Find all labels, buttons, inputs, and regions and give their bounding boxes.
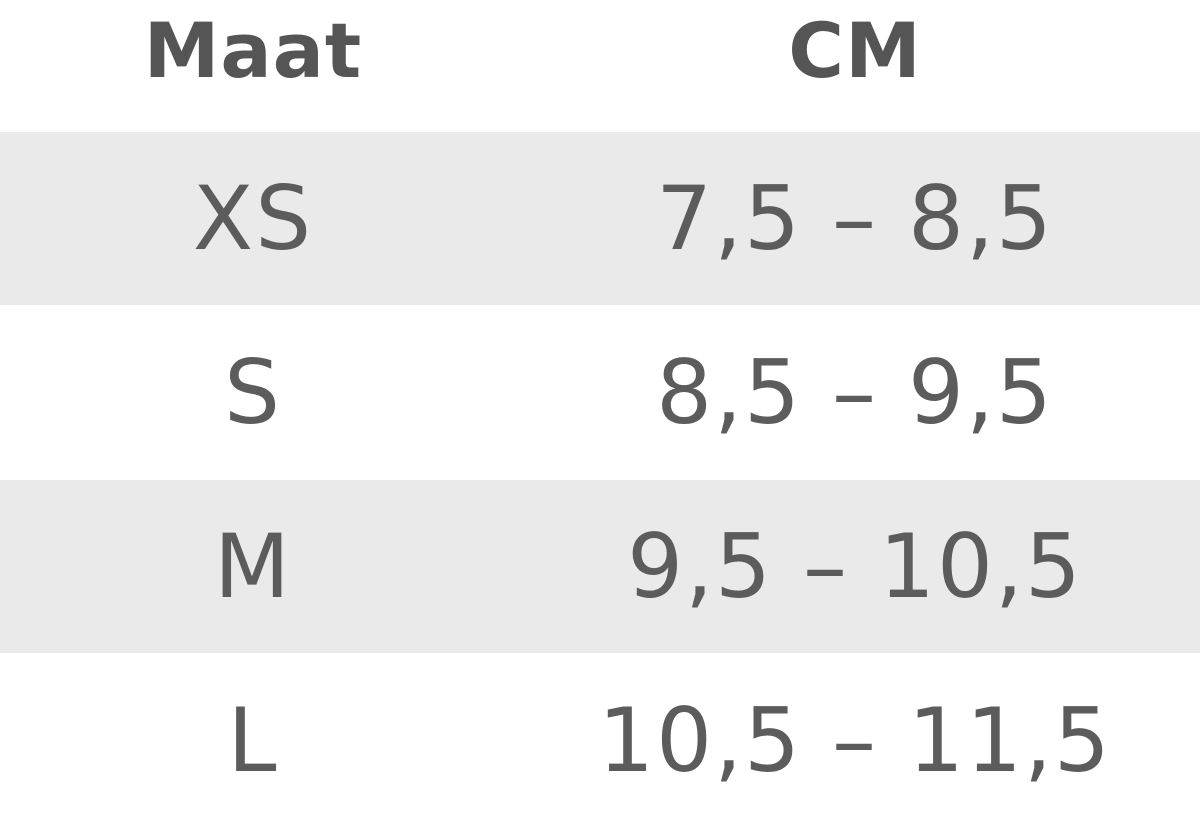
table-row: L 10,5 – 11,5 xyxy=(0,653,1200,828)
header-size: Maat xyxy=(143,5,363,95)
cm-cell: 8,5 – 9,5 xyxy=(656,341,1054,444)
size-cell: L xyxy=(227,689,279,792)
header-cm: CM xyxy=(788,5,922,95)
cm-cell: 9,5 – 10,5 xyxy=(627,515,1083,618)
table-row: S 8,5 – 9,5 xyxy=(0,305,1200,480)
cm-cell: 10,5 – 11,5 xyxy=(598,689,1112,792)
cm-cell: 7,5 – 8,5 xyxy=(656,167,1054,270)
size-cell: M xyxy=(214,515,292,618)
table-header: Maat CM xyxy=(0,0,1200,100)
size-cell: S xyxy=(224,341,282,444)
table-row: M 9,5 – 10,5 xyxy=(0,480,1200,653)
table-row: XS 7,5 – 8,5 xyxy=(0,132,1200,305)
size-cell: XS xyxy=(192,167,314,270)
